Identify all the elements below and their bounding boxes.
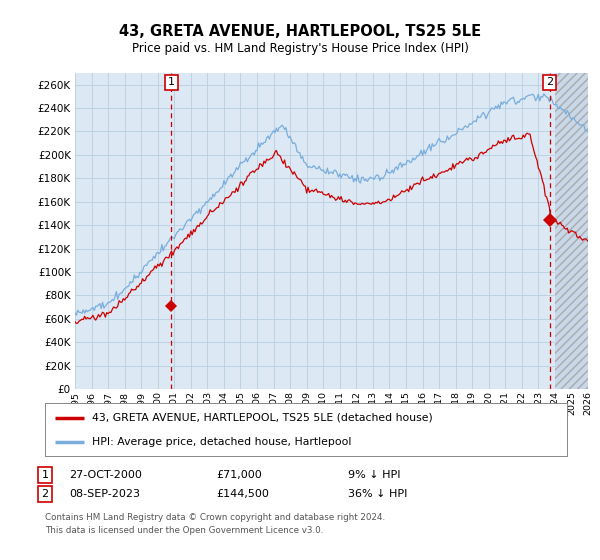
Text: 9% ↓ HPI: 9% ↓ HPI: [348, 470, 401, 480]
Bar: [555, 73, 588, 389]
Text: This data is licensed under the Open Government Licence v3.0.: This data is licensed under the Open Gov…: [45, 526, 323, 535]
Text: 2: 2: [41, 489, 49, 499]
Text: 43, GRETA AVENUE, HARTLEPOOL, TS25 5LE: 43, GRETA AVENUE, HARTLEPOOL, TS25 5LE: [119, 24, 481, 39]
Text: £71,000: £71,000: [216, 470, 262, 480]
Text: 1: 1: [168, 77, 175, 87]
Text: £144,500: £144,500: [216, 489, 269, 499]
Text: 43, GRETA AVENUE, HARTLEPOOL, TS25 5LE (detached house): 43, GRETA AVENUE, HARTLEPOOL, TS25 5LE (…: [92, 413, 433, 423]
Text: 36% ↓ HPI: 36% ↓ HPI: [348, 489, 407, 499]
Text: 08-SEP-2023: 08-SEP-2023: [69, 489, 140, 499]
Text: Price paid vs. HM Land Registry's House Price Index (HPI): Price paid vs. HM Land Registry's House …: [131, 42, 469, 55]
Text: 1: 1: [41, 470, 49, 480]
Text: 2: 2: [546, 77, 553, 87]
Text: Contains HM Land Registry data © Crown copyright and database right 2024.: Contains HM Land Registry data © Crown c…: [45, 514, 385, 522]
Text: 27-OCT-2000: 27-OCT-2000: [69, 470, 142, 480]
Text: HPI: Average price, detached house, Hartlepool: HPI: Average price, detached house, Hart…: [92, 437, 352, 447]
